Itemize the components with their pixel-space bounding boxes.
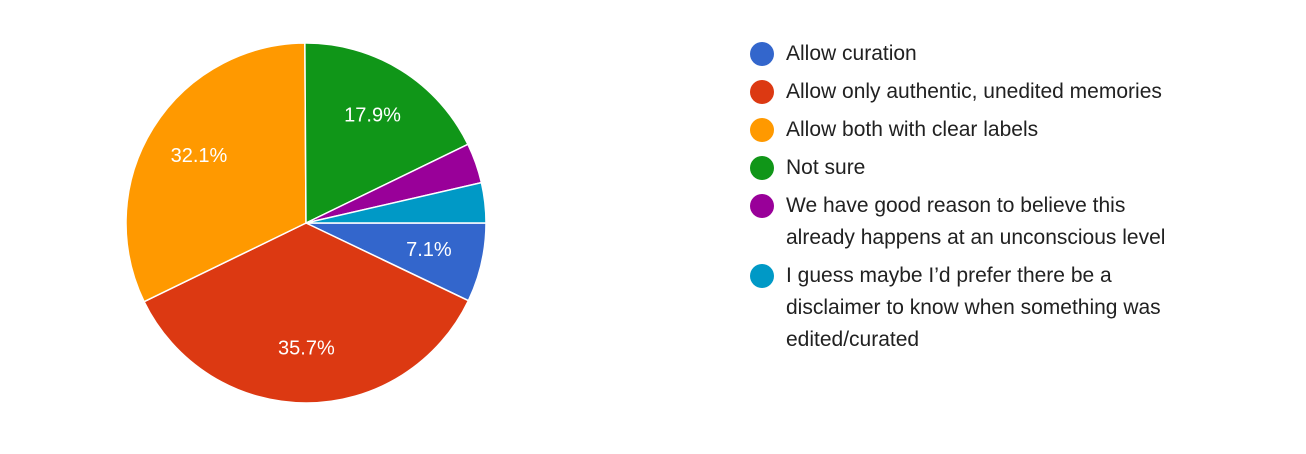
slice-label: 7.1% [406,239,452,261]
legend-label: We have good reason to believe this alre… [786,194,1166,249]
legend-item: Allow only authentic, unedited memories [750,76,1200,108]
legend-swatch [750,156,774,180]
pie-slice [304,42,469,225]
legend-swatch [750,194,774,218]
legend-item: We have good reason to believe this alre… [750,190,1200,254]
legend-item: I guess maybe I’d prefer there be a disc… [750,260,1200,356]
slice-label: 32.1% [171,145,228,167]
legend-label: I guess maybe I’d prefer there be a disc… [786,264,1161,351]
legend-item: Allow curation [750,38,1200,70]
legend-label: Not sure [786,156,866,179]
legend-label: Allow curation [786,42,917,65]
legend-item: Not sure [750,152,1200,184]
pie-slice [305,181,487,224]
legend-item: Allow both with clear labels [750,114,1200,146]
legend-label: Allow only authentic, unedited memories [786,80,1162,103]
pie-slice [143,222,470,404]
slice-label: 17.9% [344,104,401,126]
legend-swatch [750,42,774,66]
legend-label: Allow both with clear labels [786,118,1039,141]
legend-swatch [750,80,774,104]
legend-swatch [750,118,774,142]
legend-swatch [750,264,774,288]
pie-slice [125,42,307,303]
legend: Allow curation Allow only authentic, uned… [750,38,1200,362]
slice-label: 35.7% [278,337,335,359]
pie-chart: 7.1% 35.7% 32.1% 17.9% [125,42,487,404]
